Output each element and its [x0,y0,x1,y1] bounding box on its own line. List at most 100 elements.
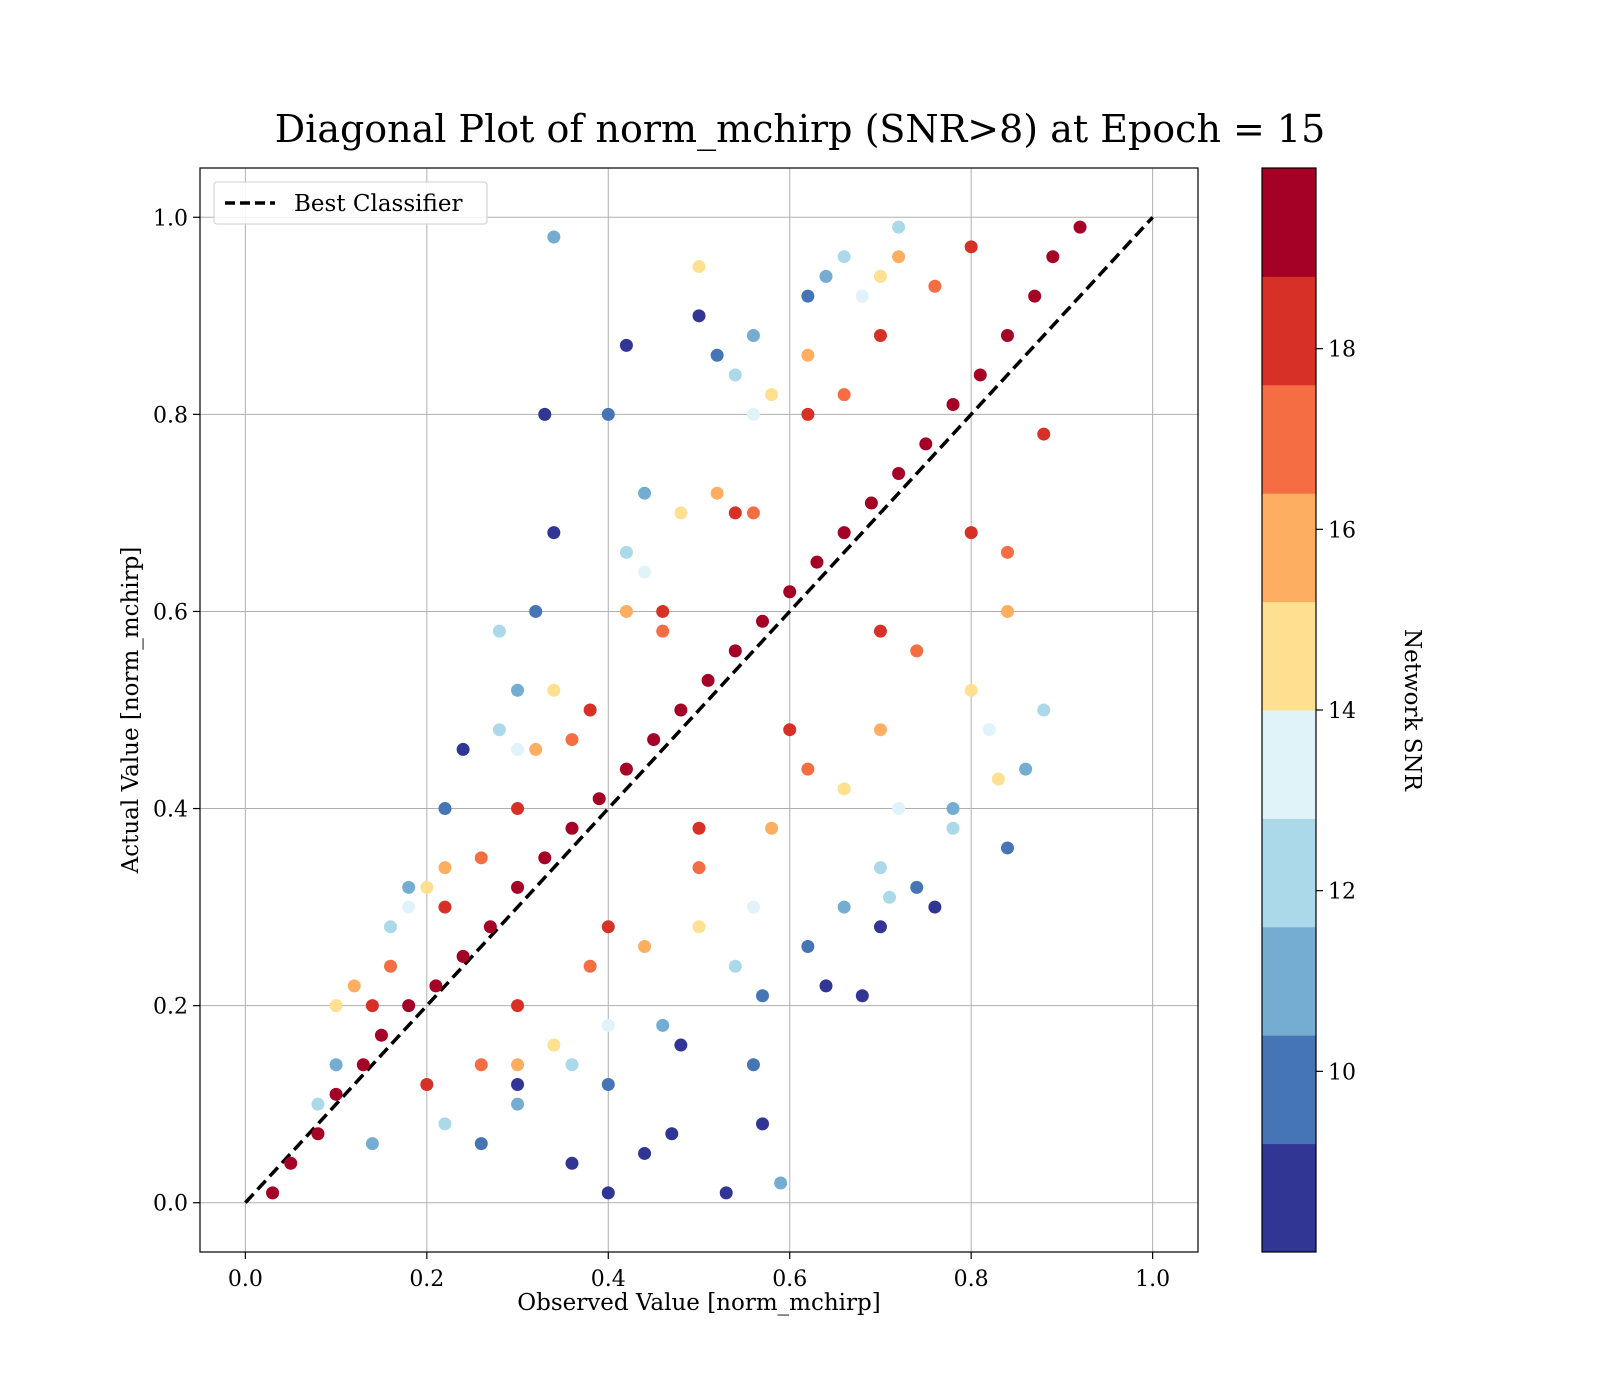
data-point [638,940,652,954]
data-point [964,683,978,697]
data-point [356,1058,370,1072]
data-point [311,1127,325,1141]
data-point [765,388,779,402]
data-point [728,368,742,382]
data-point [801,762,815,776]
data-point [746,329,760,343]
x-axis-label: Observed Value [norm_mchirp] [517,1290,880,1316]
data-point [1073,220,1087,234]
data-point [638,486,652,500]
data-point [783,723,797,737]
data-point [946,398,960,412]
data-point [873,329,887,343]
data-point [946,802,960,816]
data-point [728,644,742,658]
data-point [801,289,815,303]
data-point [819,979,833,993]
y-tick-label: 0.4 [153,798,188,823]
data-point [973,368,987,382]
legend: Best Classifier [213,181,488,225]
data-point [538,851,552,865]
data-point [601,1018,615,1032]
data-point [474,1137,488,1151]
data-point [1046,250,1060,264]
data-point [583,703,597,717]
data-point [311,1097,325,1111]
best-classifier-line [244,216,1154,1204]
data-point [547,683,561,697]
colorbar-bin [1262,168,1316,277]
data-point [801,940,815,954]
data-point [756,614,770,628]
data-point [438,802,452,816]
data-point [855,289,869,303]
data-point [746,900,760,914]
colorbar-bin [1262,384,1316,494]
data-point [565,1156,579,1170]
data-point [266,1186,280,1200]
data-point [420,880,434,894]
data-point [492,624,506,638]
data-point [910,644,924,658]
data-point [982,723,996,737]
colorbar-bin [1262,926,1316,1036]
data-point [728,506,742,520]
data-point [873,269,887,283]
y-axis-label: Actual Value [norm_mchirp] [118,547,144,875]
data-point [438,861,452,875]
data-point [384,959,398,973]
x-tick-label: 0.0 [228,1267,263,1292]
x-tick-label: 1.0 [1135,1267,1170,1292]
data-point [365,999,379,1013]
colorbar-tick-label: 16 [1328,518,1356,543]
data-point [692,821,706,835]
data-point [619,604,633,618]
data-point [837,388,851,402]
data-point [928,900,942,914]
y-ticks: 0.0 0.2 0.4 0.6 0.8 1.0 [153,206,200,1217]
y-tick-label: 0.0 [153,1192,188,1217]
y-tick-label: 0.2 [153,995,188,1020]
data-point [601,407,615,421]
data-point [946,821,960,835]
data-point [855,989,869,1003]
data-point [374,1028,388,1042]
data-point [456,949,470,963]
data-point [511,742,525,756]
data-point [438,1117,452,1131]
x-ticks: 0.0 0.2 0.4 0.6 0.8 1.0 [228,1252,1170,1292]
colorbar-label: Network SNR [1399,629,1425,792]
colorbar-tick-label: 12 [1328,880,1356,905]
y-tick-label: 0.6 [153,600,188,625]
colorbar-bin [1262,276,1316,386]
data-point [592,792,606,806]
data-point [329,999,343,1013]
data-point [873,920,887,934]
colorbar-bin [1262,601,1316,711]
data-point [710,486,724,500]
data-point [864,496,878,510]
data-point [565,733,579,747]
data-point [529,604,543,618]
colorbar-bin [1262,493,1316,603]
data-point [547,1038,561,1052]
data-point [701,673,715,687]
data-point [746,407,760,421]
data-point [511,683,525,697]
data-point [492,723,506,737]
data-point [511,999,525,1013]
data-point [619,338,633,352]
data-point [756,989,770,1003]
data-point [619,762,633,776]
data-point [1037,703,1051,717]
colorbar-bin [1262,818,1316,928]
colorbar-tick-label: 18 [1328,338,1356,363]
colorbar-tick-label: 14 [1328,699,1356,724]
data-point [583,959,597,973]
data-point [910,880,924,894]
data-point [329,1058,343,1072]
data-point [1000,545,1014,559]
data-point [1000,329,1014,343]
colorbar-bin [1262,1143,1316,1253]
